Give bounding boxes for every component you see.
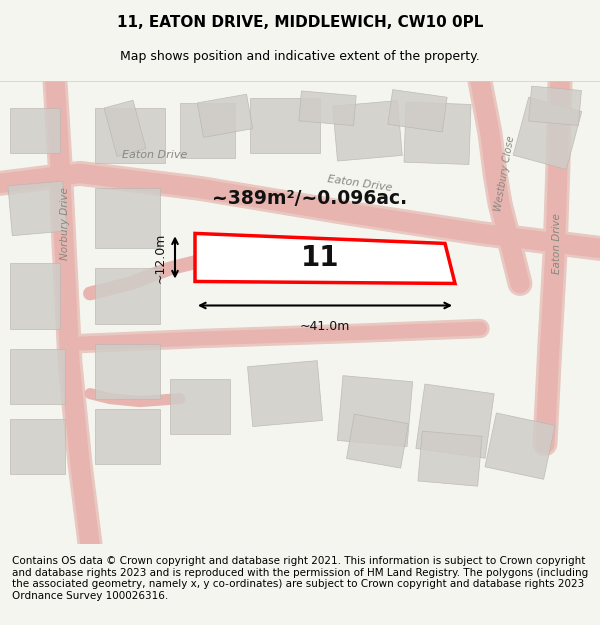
Text: Eaton Drive: Eaton Drive — [122, 151, 188, 161]
FancyBboxPatch shape — [416, 384, 494, 458]
FancyBboxPatch shape — [197, 94, 253, 138]
FancyBboxPatch shape — [529, 86, 581, 126]
FancyBboxPatch shape — [299, 91, 356, 126]
FancyBboxPatch shape — [95, 409, 160, 464]
Text: 11: 11 — [301, 244, 339, 272]
Text: Contains OS data © Crown copyright and database right 2021. This information is : Contains OS data © Crown copyright and d… — [12, 556, 588, 601]
FancyBboxPatch shape — [95, 108, 165, 163]
Text: Eaton Drive: Eaton Drive — [552, 213, 562, 274]
Text: 11, EATON DRIVE, MIDDLEWICH, CW10 0PL: 11, EATON DRIVE, MIDDLEWICH, CW10 0PL — [117, 15, 483, 30]
FancyBboxPatch shape — [95, 344, 160, 399]
Text: Map shows position and indicative extent of the property.: Map shows position and indicative extent… — [120, 51, 480, 63]
FancyBboxPatch shape — [10, 419, 65, 474]
FancyBboxPatch shape — [10, 108, 60, 153]
Text: ~41.0m: ~41.0m — [300, 319, 350, 332]
FancyBboxPatch shape — [170, 379, 230, 434]
Text: ~12.0m: ~12.0m — [154, 232, 167, 282]
FancyBboxPatch shape — [95, 188, 160, 248]
Text: Westbury Close: Westbury Close — [493, 135, 517, 212]
FancyBboxPatch shape — [10, 264, 60, 329]
FancyBboxPatch shape — [95, 269, 160, 324]
FancyBboxPatch shape — [333, 101, 402, 161]
FancyBboxPatch shape — [248, 361, 322, 426]
FancyBboxPatch shape — [418, 431, 482, 486]
FancyBboxPatch shape — [485, 413, 555, 479]
FancyBboxPatch shape — [404, 102, 471, 164]
Text: ~389m²/~0.096ac.: ~389m²/~0.096ac. — [212, 189, 407, 208]
Polygon shape — [195, 233, 455, 284]
FancyBboxPatch shape — [10, 349, 65, 404]
FancyBboxPatch shape — [104, 100, 146, 156]
FancyBboxPatch shape — [8, 181, 67, 236]
Text: Norbury Drive: Norbury Drive — [60, 187, 70, 260]
FancyBboxPatch shape — [250, 98, 320, 153]
Text: Eaton Drive: Eaton Drive — [327, 174, 393, 193]
FancyBboxPatch shape — [180, 103, 235, 158]
FancyBboxPatch shape — [337, 376, 413, 447]
FancyBboxPatch shape — [513, 97, 582, 169]
FancyBboxPatch shape — [388, 89, 447, 132]
FancyBboxPatch shape — [347, 414, 409, 468]
